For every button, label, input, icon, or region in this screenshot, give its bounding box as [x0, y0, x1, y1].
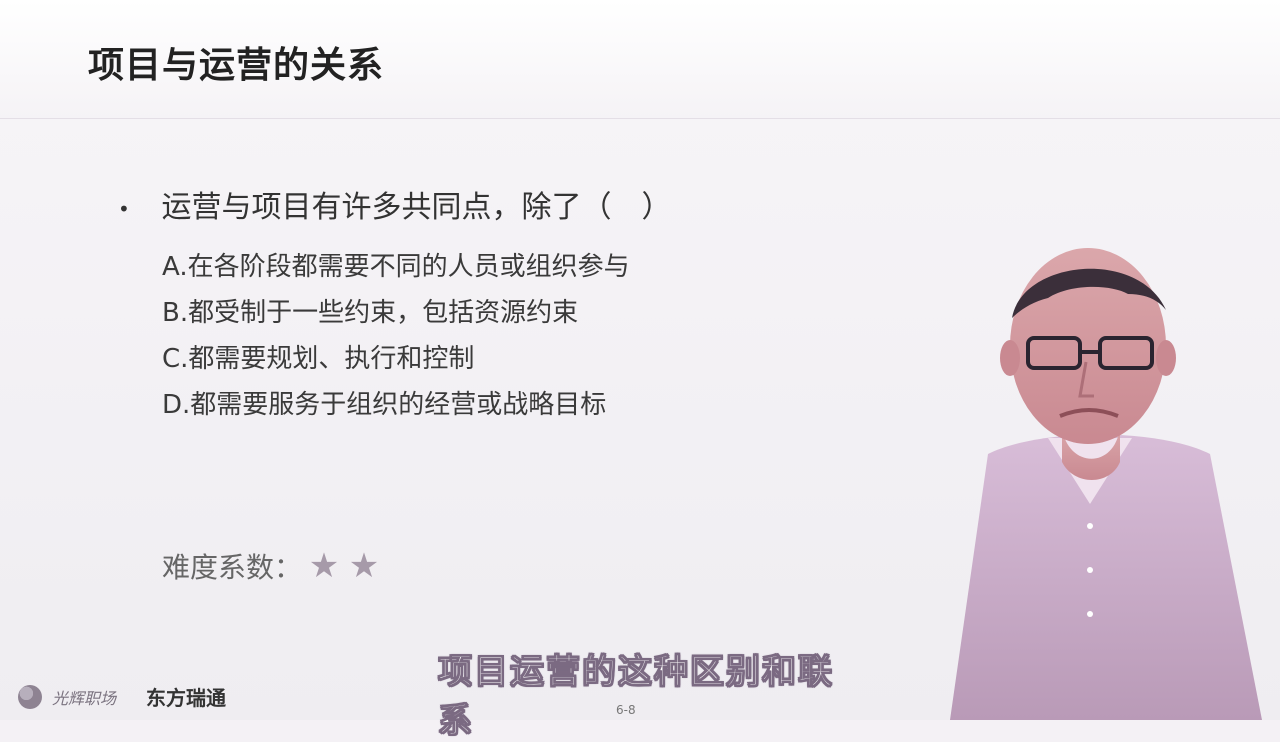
difficulty-stars: ★ ★ — [308, 546, 380, 586]
footer-brand: 光辉职场 东方瑞通 — [18, 682, 226, 711]
option-c: C.都需要规划、执行和控制 — [162, 344, 475, 374]
bullet-dot-icon: • — [118, 196, 130, 221]
option-b: B.都受制于一些约束，包括资源约束 — [162, 298, 579, 328]
option-d: D.都需要服务于组织的经营或战略目标 — [162, 390, 607, 420]
question-label: 运营与项目有许多共同点，除了（ ） — [161, 190, 672, 225]
option-a: A.在各阶段都需要不同的人员或组织参与 — [162, 252, 630, 282]
brand-name-2: 东方瑞通 — [146, 686, 227, 710]
brand-logo-icon — [18, 684, 42, 709]
page-number: 6-8 — [616, 703, 636, 717]
subtitle-caption: 项目运营的这种区别和联系 — [438, 652, 834, 742]
star-icon: ★ — [348, 546, 380, 586]
question-text: • 运营与项目有许多共同点，除了（ ） — [118, 182, 672, 226]
difficulty-rating: 难度系数： ★ ★ — [162, 546, 380, 586]
page-title: 项目与运营的关系 — [88, 45, 385, 86]
star-icon: ★ — [308, 546, 340, 586]
title-bar: 项目与运营的关系 — [0, 0, 1280, 119]
presenter-image — [950, 248, 1262, 720]
difficulty-label: 难度系数： — [162, 551, 303, 584]
brand-name-1: 光辉职场 — [52, 688, 117, 708]
